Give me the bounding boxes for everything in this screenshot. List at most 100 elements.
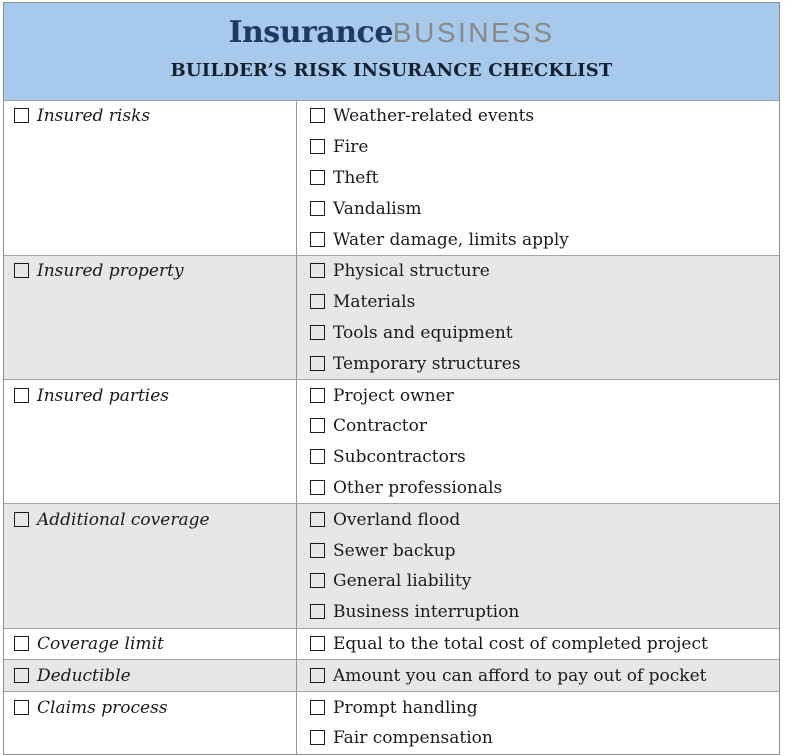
checklist-item: Equal to the total cost of completed pro… bbox=[310, 629, 779, 660]
table-row-insured-property: Insured property Physical structure Mate… bbox=[4, 254, 779, 380]
items-cell: Weather-related events Fire Theft Vandal… bbox=[297, 101, 779, 255]
empty-checkbox-icon[interactable] bbox=[310, 418, 325, 434]
empty-checkbox-icon[interactable] bbox=[310, 511, 325, 527]
category-label: Insured parties bbox=[37, 385, 170, 406]
empty-checkbox-icon[interactable] bbox=[310, 449, 325, 465]
item-label: Sewer backup bbox=[333, 540, 456, 561]
category-cell: Insured property bbox=[4, 255, 297, 380]
item-label: Water damage, limits apply bbox=[333, 229, 569, 250]
checklist-item: Fair compensation bbox=[310, 723, 779, 754]
brand-logo-insurance: Insurance bbox=[228, 15, 393, 50]
empty-checkbox-icon[interactable] bbox=[310, 604, 325, 620]
items-cell: Amount you can afford to pay out of pock… bbox=[297, 660, 779, 691]
category-cell: Deductible bbox=[4, 660, 297, 692]
checklist-item: Tools and equipment bbox=[310, 318, 779, 349]
checklist-item: Fire bbox=[310, 132, 779, 163]
checklist-item: Overland flood bbox=[310, 504, 779, 535]
empty-checkbox-icon[interactable] bbox=[14, 511, 29, 527]
empty-checkbox-icon[interactable] bbox=[14, 108, 29, 124]
empty-checkbox-icon[interactable] bbox=[310, 200, 325, 216]
empty-checkbox-icon[interactable] bbox=[14, 667, 29, 683]
empty-checkbox-icon[interactable] bbox=[310, 667, 325, 683]
table-row-additional-coverage: Additional coverage Overland flood Sewer… bbox=[4, 503, 779, 628]
empty-checkbox-icon[interactable] bbox=[310, 263, 325, 279]
category-label: Deductible bbox=[37, 665, 131, 686]
empty-checkbox-icon[interactable] bbox=[310, 169, 325, 185]
checklist-item: Business interruption bbox=[310, 597, 779, 628]
category-label: Coverage limit bbox=[37, 633, 164, 654]
category-label: Insured risks bbox=[37, 106, 151, 127]
brand-logo-business: BUSINESS bbox=[392, 17, 555, 48]
item-label: Vandalism bbox=[333, 198, 422, 219]
empty-checkbox-icon[interactable] bbox=[310, 542, 325, 558]
item-label: Project owner bbox=[333, 385, 454, 406]
item-label: Contractor bbox=[333, 416, 427, 437]
item-label: Amount you can afford to pay out of pock… bbox=[333, 665, 707, 686]
brand-logo: InsuranceBUSINESS bbox=[4, 16, 779, 54]
checklist-card: InsuranceBUSINESS BUILDER’S RISK INSURAN… bbox=[3, 2, 780, 755]
checklist-item: Physical structure bbox=[310, 256, 779, 287]
table-row-coverage-limit: Coverage limit Equal to the total cost o… bbox=[4, 627, 779, 660]
item-label: Temporary structures bbox=[333, 353, 521, 374]
checklist-item: Amount you can afford to pay out of pock… bbox=[310, 660, 779, 691]
item-label: Fire bbox=[333, 137, 369, 158]
empty-checkbox-icon[interactable] bbox=[310, 730, 325, 746]
empty-checkbox-icon[interactable] bbox=[310, 294, 325, 310]
item-label: Equal to the total cost of completed pro… bbox=[333, 633, 708, 654]
item-label: Fair compensation bbox=[333, 728, 493, 749]
empty-checkbox-icon[interactable] bbox=[310, 699, 325, 715]
empty-checkbox-icon[interactable] bbox=[310, 479, 325, 495]
checklist-table: Insured risks Weather-related events Fir… bbox=[4, 100, 779, 754]
category-cell: Claims process bbox=[4, 692, 297, 754]
items-cell: Physical structure Materials Tools and e… bbox=[297, 256, 779, 379]
checklist-item: Project owner bbox=[310, 380, 779, 411]
category-line: Insured property bbox=[14, 256, 296, 287]
checklist-item: Subcontractors bbox=[310, 442, 779, 473]
item-label: General liability bbox=[333, 571, 472, 592]
item-label: Tools and equipment bbox=[333, 322, 513, 343]
category-line: Additional coverage bbox=[14, 504, 296, 535]
checklist-item: Contractor bbox=[310, 411, 779, 442]
items-cell: Equal to the total cost of completed pro… bbox=[297, 629, 779, 660]
category-line: Insured parties bbox=[14, 380, 296, 411]
category-line: Claims process bbox=[14, 692, 296, 723]
table-row-insured-parties: Insured parties Project owner Contractor… bbox=[4, 379, 779, 504]
checklist-item: Materials bbox=[310, 287, 779, 318]
category-cell: Insured parties bbox=[4, 380, 297, 504]
items-cell: Overland flood Sewer backup General liab… bbox=[297, 504, 779, 627]
checklist-item: Sewer backup bbox=[310, 535, 779, 566]
checklist-item: Weather-related events bbox=[310, 101, 779, 132]
category-cell: Additional coverage bbox=[4, 504, 297, 628]
empty-checkbox-icon[interactable] bbox=[310, 324, 325, 340]
category-label: Insured property bbox=[37, 261, 184, 282]
empty-checkbox-icon[interactable] bbox=[14, 387, 29, 403]
checklist-item: Vandalism bbox=[310, 193, 779, 224]
checklist-item: Other professionals bbox=[310, 473, 779, 504]
empty-checkbox-icon[interactable] bbox=[310, 355, 325, 371]
items-cell: Project owner Contractor Subcontractors … bbox=[297, 380, 779, 503]
empty-checkbox-icon[interactable] bbox=[14, 699, 29, 715]
item-label: Weather-related events bbox=[333, 106, 535, 127]
empty-checkbox-icon[interactable] bbox=[310, 387, 325, 403]
category-label: Claims process bbox=[37, 697, 168, 718]
empty-checkbox-icon[interactable] bbox=[310, 635, 325, 651]
item-label: Theft bbox=[333, 167, 379, 188]
item-label: Physical structure bbox=[333, 261, 490, 282]
empty-checkbox-icon[interactable] bbox=[14, 263, 29, 279]
empty-checkbox-icon[interactable] bbox=[310, 108, 325, 124]
item-label: Other professionals bbox=[333, 477, 503, 498]
empty-checkbox-icon[interactable] bbox=[310, 139, 325, 155]
item-label: Materials bbox=[333, 292, 416, 313]
checklist-item: General liability bbox=[310, 566, 779, 597]
category-label: Additional coverage bbox=[37, 509, 210, 530]
item-label: Subcontractors bbox=[333, 447, 466, 468]
empty-checkbox-icon[interactable] bbox=[14, 635, 29, 651]
category-line: Coverage limit bbox=[14, 629, 296, 660]
category-cell: Insured risks bbox=[4, 101, 297, 255]
empty-checkbox-icon[interactable] bbox=[310, 231, 325, 247]
empty-checkbox-icon[interactable] bbox=[310, 573, 325, 589]
category-line: Deductible bbox=[14, 660, 296, 691]
category-line: Insured risks bbox=[14, 101, 296, 132]
table-row-deductible: Deductible Amount you can afford to pay … bbox=[4, 659, 779, 692]
table-row-claims-process: Claims process Prompt handling Fair comp… bbox=[4, 691, 779, 754]
